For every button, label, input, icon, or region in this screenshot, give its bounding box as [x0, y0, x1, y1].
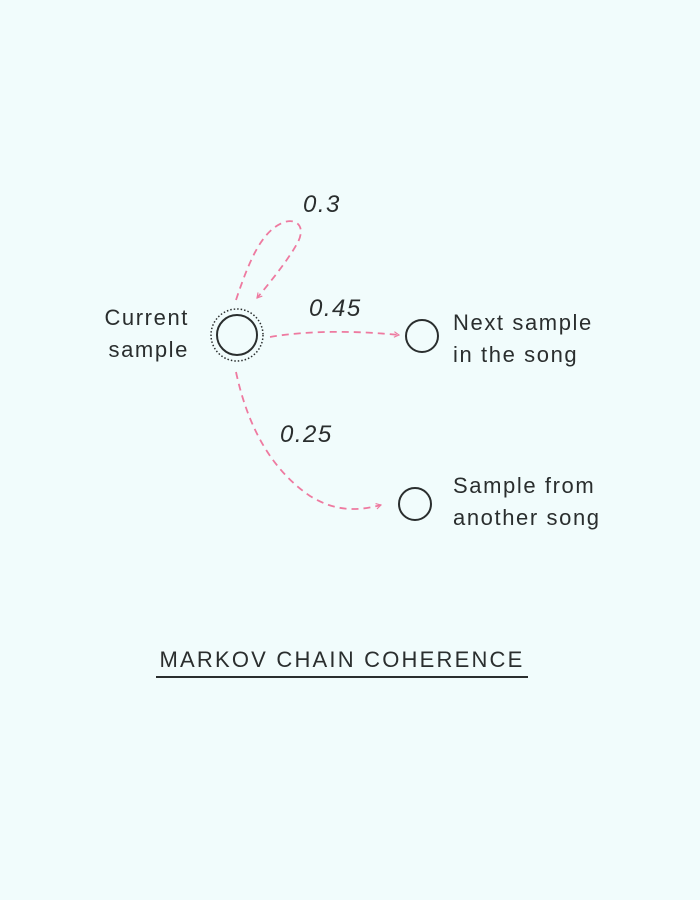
next-node	[405, 319, 439, 353]
diagram-caption: MARKOV CHAIN COHERENCE	[156, 646, 528, 678]
current-label-line1: Current	[104, 305, 189, 330]
next-label-line2: in the song	[453, 342, 579, 367]
self-loop-arrow	[235, 220, 302, 301]
next-node-label: Next sample in the song	[453, 307, 593, 371]
next-probability: 0.45	[309, 295, 362, 322]
current-node-label: Current sample	[95, 302, 189, 366]
next-label-line1: Next sample	[453, 310, 593, 335]
next-transition-arrow	[269, 330, 401, 338]
other-label-line2: another song	[453, 505, 601, 530]
self-probability: 0.3	[303, 191, 341, 218]
other-node-label: Sample from another song	[453, 470, 601, 534]
current-node-outer-ring	[210, 308, 264, 362]
other-transition-arrow	[235, 371, 383, 510]
current-label-line2: sample	[108, 337, 189, 362]
other-label-line1: Sample from	[453, 473, 596, 498]
other-node	[398, 487, 432, 521]
current-node	[216, 314, 258, 356]
other-probability: 0.25	[280, 421, 333, 448]
